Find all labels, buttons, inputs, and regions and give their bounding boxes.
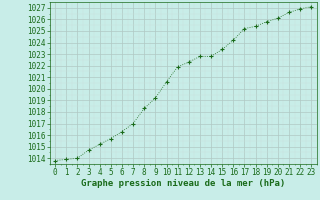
X-axis label: Graphe pression niveau de la mer (hPa): Graphe pression niveau de la mer (hPa) (81, 179, 285, 188)
